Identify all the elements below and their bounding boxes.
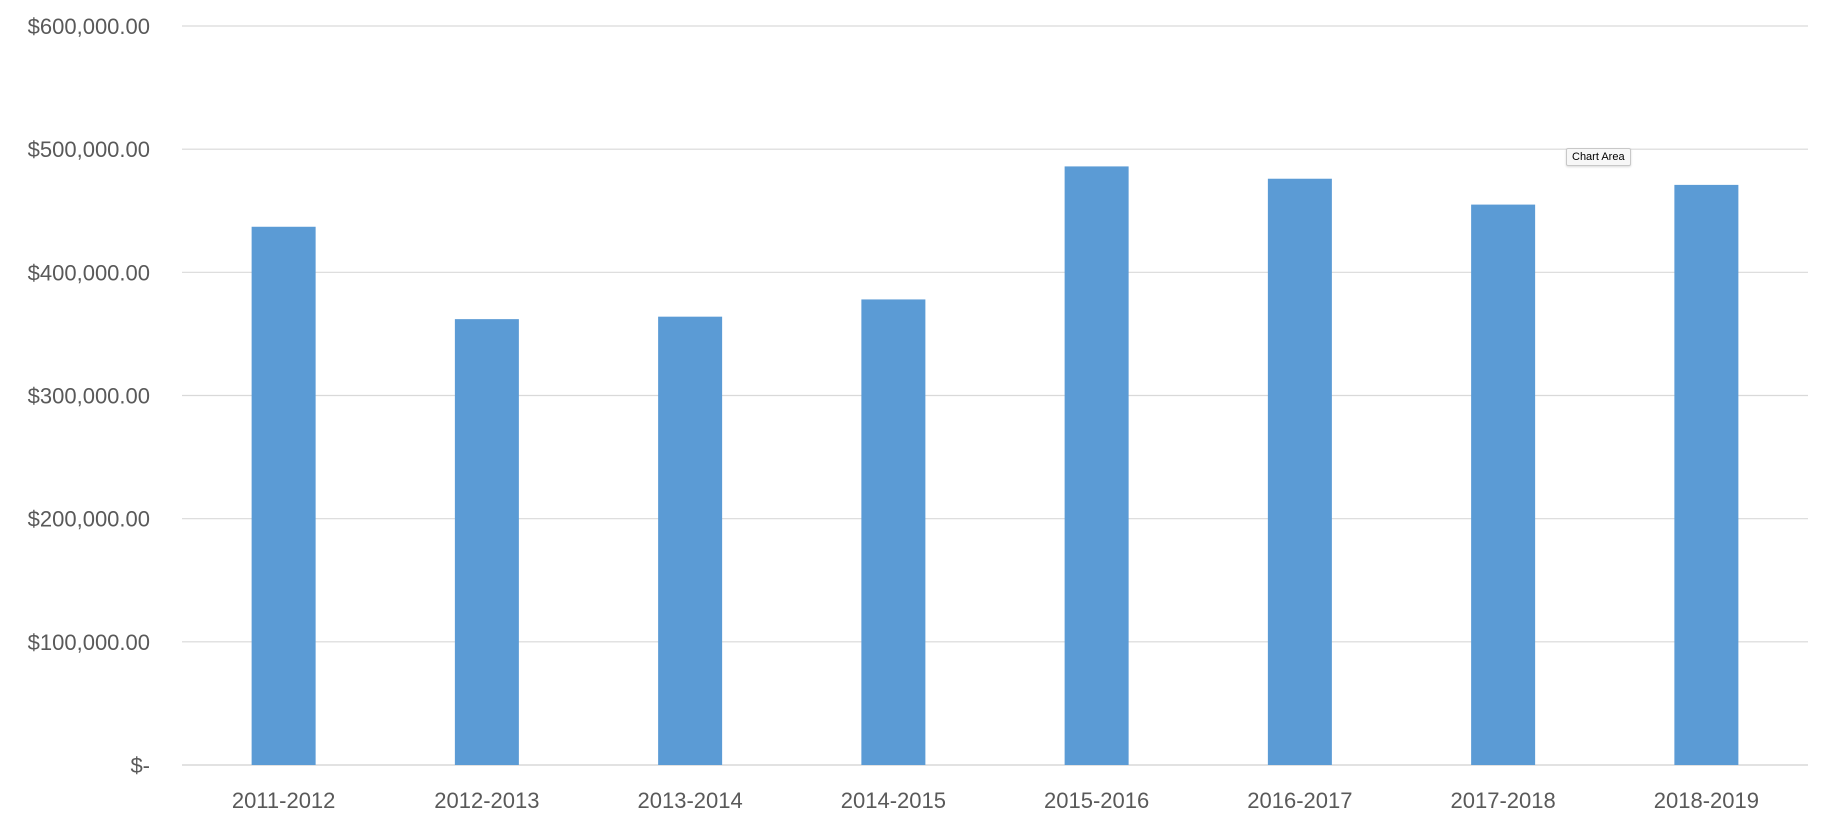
bar-2017-2018[interactable] xyxy=(1471,204,1536,765)
y-tick-label: $200,000.00 xyxy=(28,507,150,532)
x-tick-label: 2015-2016 xyxy=(1044,788,1149,813)
x-tick-label: 2013-2014 xyxy=(638,788,743,813)
y-tick-label: $500,000.00 xyxy=(28,137,150,162)
x-tick-label: 2018-2019 xyxy=(1654,788,1759,813)
bar-2014-2015[interactable] xyxy=(861,299,926,765)
bar-2011-2012[interactable] xyxy=(251,226,316,766)
y-tick-label: $400,000.00 xyxy=(28,260,150,285)
bar-2016-2017[interactable] xyxy=(1267,178,1332,765)
bar-2015-2016[interactable] xyxy=(1064,166,1129,765)
y-tick-label: $300,000.00 xyxy=(28,384,150,409)
y-tick-label: $100,000.00 xyxy=(28,630,150,655)
bar-2012-2013[interactable] xyxy=(454,319,519,765)
bar-2018-2019[interactable] xyxy=(1674,184,1739,765)
x-tick-label: 2016-2017 xyxy=(1247,788,1352,813)
y-tick-label: $600,000.00 xyxy=(28,14,150,39)
x-tick-label: 2011-2012 xyxy=(232,788,336,813)
x-tick-label: 2012-2013 xyxy=(434,788,539,813)
bar-2013-2014[interactable] xyxy=(658,316,723,765)
x-tick-label: 2017-2018 xyxy=(1451,788,1556,813)
y-tick-label: $- xyxy=(130,753,150,778)
x-tick-label: 2014-2015 xyxy=(841,788,946,813)
chart-area-tooltip: Chart Area xyxy=(1566,148,1631,166)
